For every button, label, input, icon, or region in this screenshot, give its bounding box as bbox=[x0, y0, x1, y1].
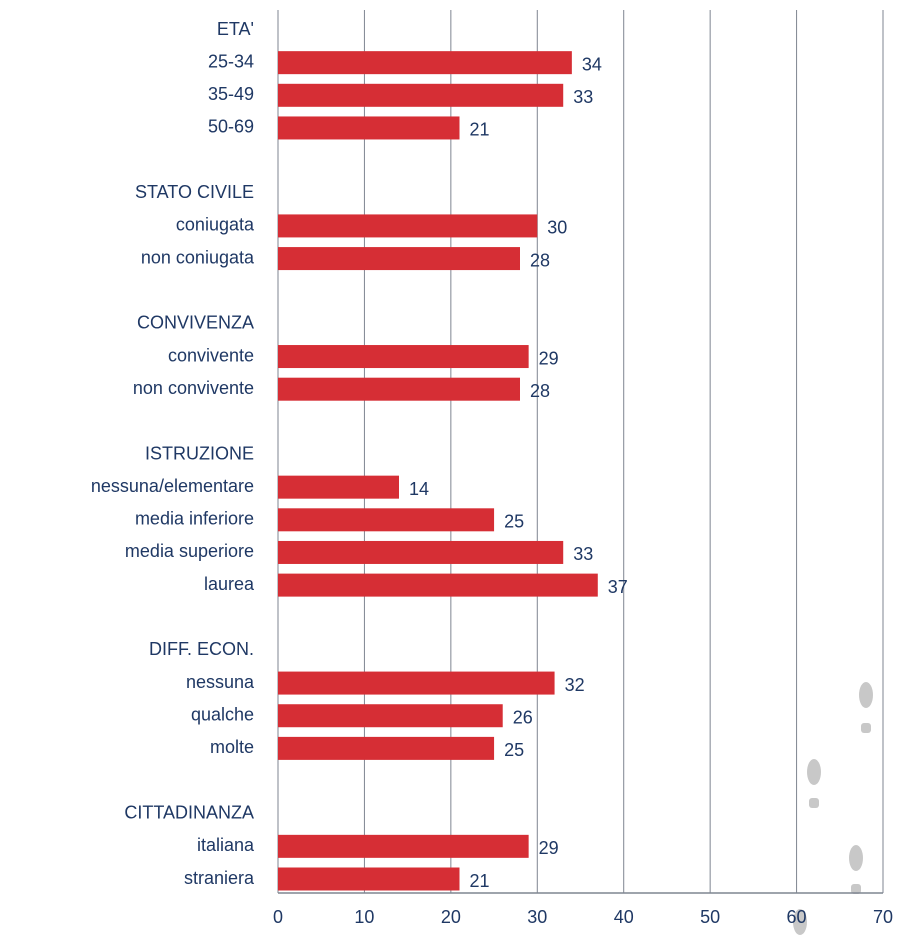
bar bbox=[278, 868, 460, 891]
data-label: 25 bbox=[504, 740, 524, 760]
data-label: 21 bbox=[470, 871, 490, 891]
y-tick-label: 35-49 bbox=[208, 84, 254, 104]
y-tick-label: nessuna bbox=[186, 672, 255, 692]
bar bbox=[278, 116, 460, 139]
data-label: 21 bbox=[470, 120, 490, 140]
bar bbox=[278, 247, 520, 270]
y-tick-label: convivente bbox=[168, 345, 254, 365]
bar bbox=[278, 476, 399, 499]
bar bbox=[278, 574, 598, 597]
x-tick-label: 50 bbox=[700, 907, 720, 927]
data-label: 34 bbox=[582, 54, 602, 74]
x-tick-label: 70 bbox=[873, 907, 893, 927]
x-tick-label: 20 bbox=[441, 907, 461, 927]
x-tick-label: 10 bbox=[354, 907, 374, 927]
y-tick-label: STATO CIVILE bbox=[135, 182, 254, 202]
bar bbox=[278, 214, 537, 237]
y-tick-label: straniera bbox=[184, 868, 255, 888]
data-label: 33 bbox=[573, 544, 593, 564]
y-tick-label: media inferiore bbox=[135, 509, 254, 529]
y-tick-label: molte bbox=[210, 737, 254, 757]
y-tick-label: coniugata bbox=[176, 215, 255, 235]
bar bbox=[278, 51, 572, 74]
data-label: 29 bbox=[539, 838, 559, 858]
data-label: 28 bbox=[530, 250, 550, 270]
data-label: 30 bbox=[547, 218, 567, 238]
bar bbox=[278, 835, 529, 858]
bar bbox=[278, 737, 494, 760]
y-tick-label: ETA' bbox=[217, 19, 254, 39]
data-label: 25 bbox=[504, 512, 524, 532]
data-label: 14 bbox=[409, 479, 429, 499]
bar bbox=[278, 541, 563, 564]
bar bbox=[278, 508, 494, 531]
y-tick-label: italiana bbox=[197, 835, 255, 855]
data-label: 32 bbox=[565, 675, 585, 695]
x-tick-label: 30 bbox=[527, 907, 547, 927]
data-label: 26 bbox=[513, 707, 533, 727]
footprints-decoration bbox=[793, 682, 873, 935]
x-tick-label: 40 bbox=[614, 907, 634, 927]
chart: 0 10 20 30 40 50 60 70 ETA' 25-34 34 35-49 33 50-69 21… bbox=[0, 0, 899, 947]
bar bbox=[278, 704, 503, 727]
bar bbox=[278, 84, 563, 107]
y-tick-label: qualche bbox=[191, 704, 254, 724]
x-tick-label: 0 bbox=[273, 907, 283, 927]
y-tick-label: non coniugata bbox=[141, 247, 255, 267]
data-label: 28 bbox=[530, 381, 550, 401]
x-tick-label: 60 bbox=[787, 907, 807, 927]
data-label: 37 bbox=[608, 577, 628, 597]
data-label: 33 bbox=[573, 87, 593, 107]
bar bbox=[278, 672, 555, 695]
y-tick-label: 25-34 bbox=[208, 51, 254, 71]
y-tick-label: 50-69 bbox=[208, 117, 254, 137]
y-tick-label: non convivente bbox=[133, 378, 254, 398]
y-tick-label: DIFF. ECON. bbox=[149, 639, 254, 659]
y-tick-label: laurea bbox=[204, 574, 255, 594]
y-tick-label: media superiore bbox=[125, 541, 254, 561]
y-tick-label: ISTRUZIONE bbox=[145, 443, 254, 463]
bar bbox=[278, 345, 529, 368]
data-label: 29 bbox=[539, 348, 559, 368]
y-tick-label: nessuna/elementare bbox=[91, 476, 254, 496]
y-tick-label: CITTADINANZA bbox=[124, 802, 254, 822]
bar bbox=[278, 378, 520, 401]
y-tick-label: CONVIVENZA bbox=[137, 313, 254, 333]
